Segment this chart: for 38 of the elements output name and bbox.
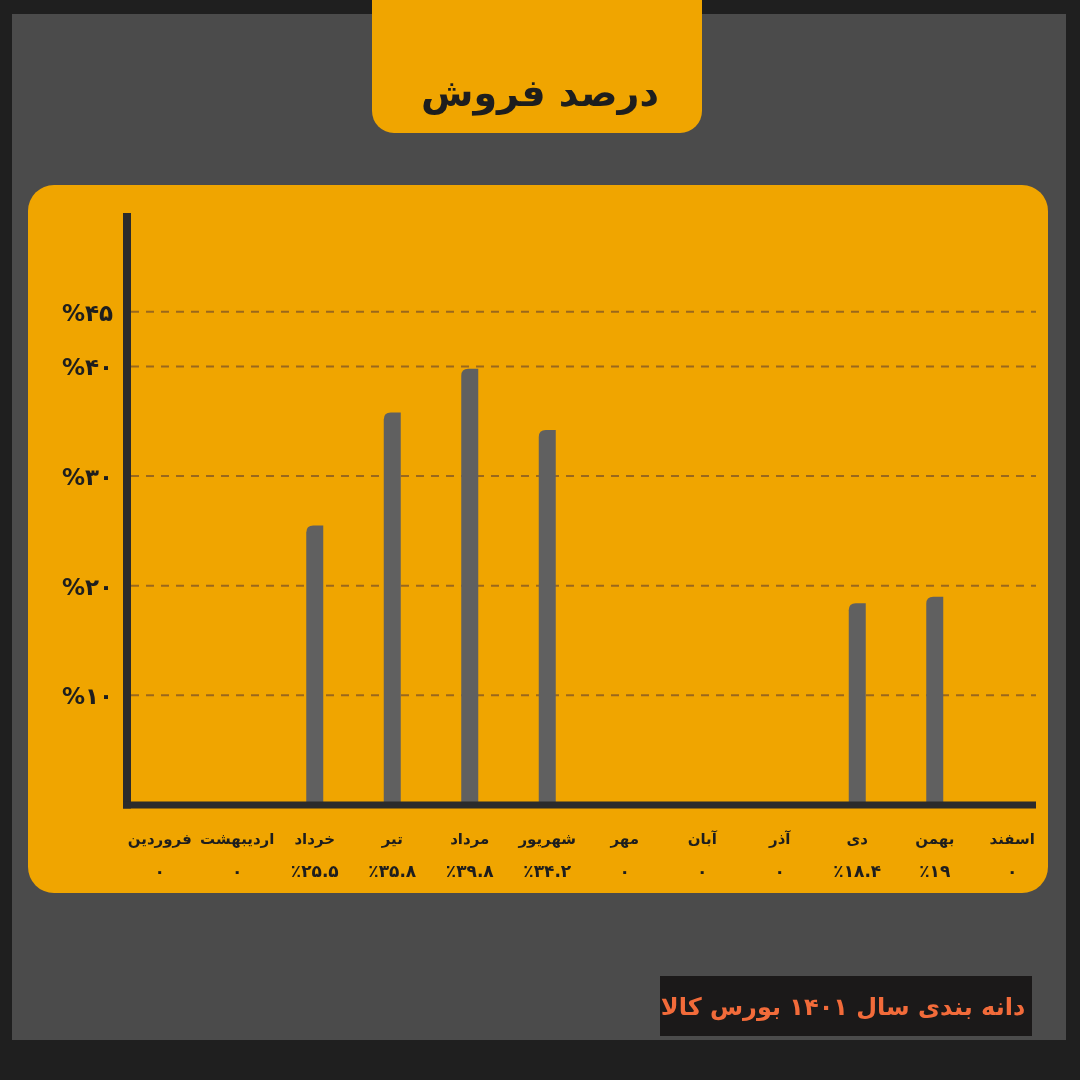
- x-tick-label: دی: [846, 830, 869, 848]
- x-tick-label: آذر: [768, 830, 792, 848]
- x-tick-label: مهر: [609, 830, 640, 848]
- title: درصد فروش: [372, 0, 702, 133]
- data-label: ٪۳۴.۲: [523, 861, 572, 881]
- x-tick-label: آبان: [687, 830, 718, 848]
- annotation: دانه بندی سال ۱۴۰۱ بورس کالا: [660, 976, 1032, 1036]
- data-label: ۰: [697, 861, 708, 881]
- chart-title: درصد فروش: [421, 71, 659, 116]
- data-label: ۰: [619, 861, 630, 881]
- data-label: ٪۲۵.۵: [290, 861, 339, 881]
- bar: [926, 596, 944, 805]
- bar: [383, 412, 401, 805]
- x-tick-label: خرداد: [294, 830, 336, 848]
- data-label: ٪۱۹: [919, 861, 951, 881]
- x-tick-label: تیر: [380, 830, 403, 848]
- data-label: ۰: [232, 861, 243, 881]
- data-label: ۰: [774, 861, 785, 881]
- x-tick-label: فروردین: [127, 830, 192, 848]
- y-tick-label: %۳۰: [61, 464, 113, 491]
- data-label: ۰: [1007, 861, 1018, 881]
- data-label: ٪۳۵.۸: [368, 861, 417, 881]
- x-tick-label: اسفند: [989, 830, 1035, 848]
- y-tick-label: %۴۰: [61, 354, 113, 381]
- data-label: ۰: [154, 861, 165, 881]
- x-tick-label: شهریور: [517, 830, 577, 848]
- data-label: ٪۱۸.۴: [833, 861, 882, 881]
- x-tick-label: مرداد: [450, 830, 490, 848]
- bar: [461, 368, 479, 805]
- data-label: ٪۳۹.۸: [445, 861, 495, 881]
- bar: [306, 525, 324, 805]
- y-tick-label: %۲۰: [61, 573, 113, 600]
- y-tick-label: %۱۰: [61, 683, 113, 710]
- bar: [848, 603, 866, 805]
- bar: [538, 430, 556, 805]
- y-tick-label: %۴۵: [61, 299, 113, 326]
- x-tick-label: بهمن: [915, 830, 955, 848]
- x-tick-label: اردیبهشت: [200, 830, 275, 848]
